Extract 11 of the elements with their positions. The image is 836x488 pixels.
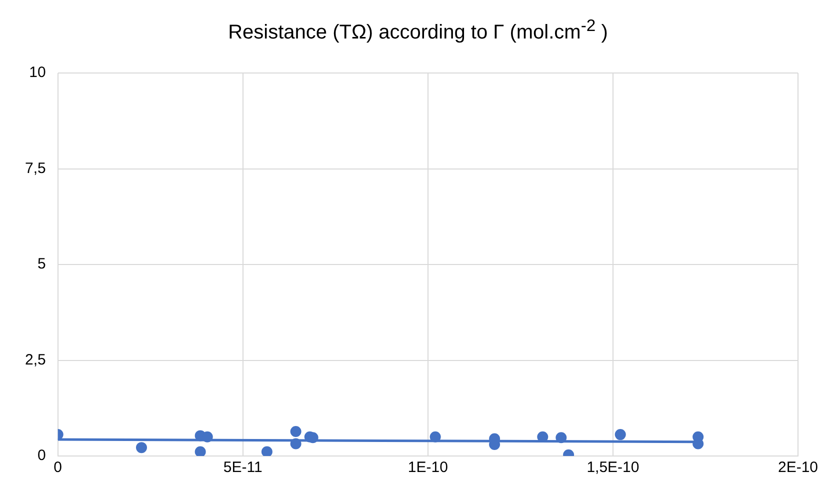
y-tick-label: 7,5 <box>24 160 46 177</box>
x-tick-label: 0 <box>54 459 62 476</box>
y-tick-label: 2,5 <box>24 351 46 368</box>
x-tick-label: 1E-10 <box>408 459 448 476</box>
y-tick-label: 0 <box>38 447 46 464</box>
y-tick-label: 10 <box>29 64 46 82</box>
x-tick-label: 1,5E-10 <box>586 459 640 476</box>
x-tick-label: 5E-11 <box>223 459 262 476</box>
chart-title: Resistance (TΩ) according to Γ (mol.cm$^{-2}$ ) <box>227 15 609 46</box>
y-tick-label: 5 <box>38 256 46 273</box>
x-tick-label: 2E-10 <box>778 459 818 476</box>
